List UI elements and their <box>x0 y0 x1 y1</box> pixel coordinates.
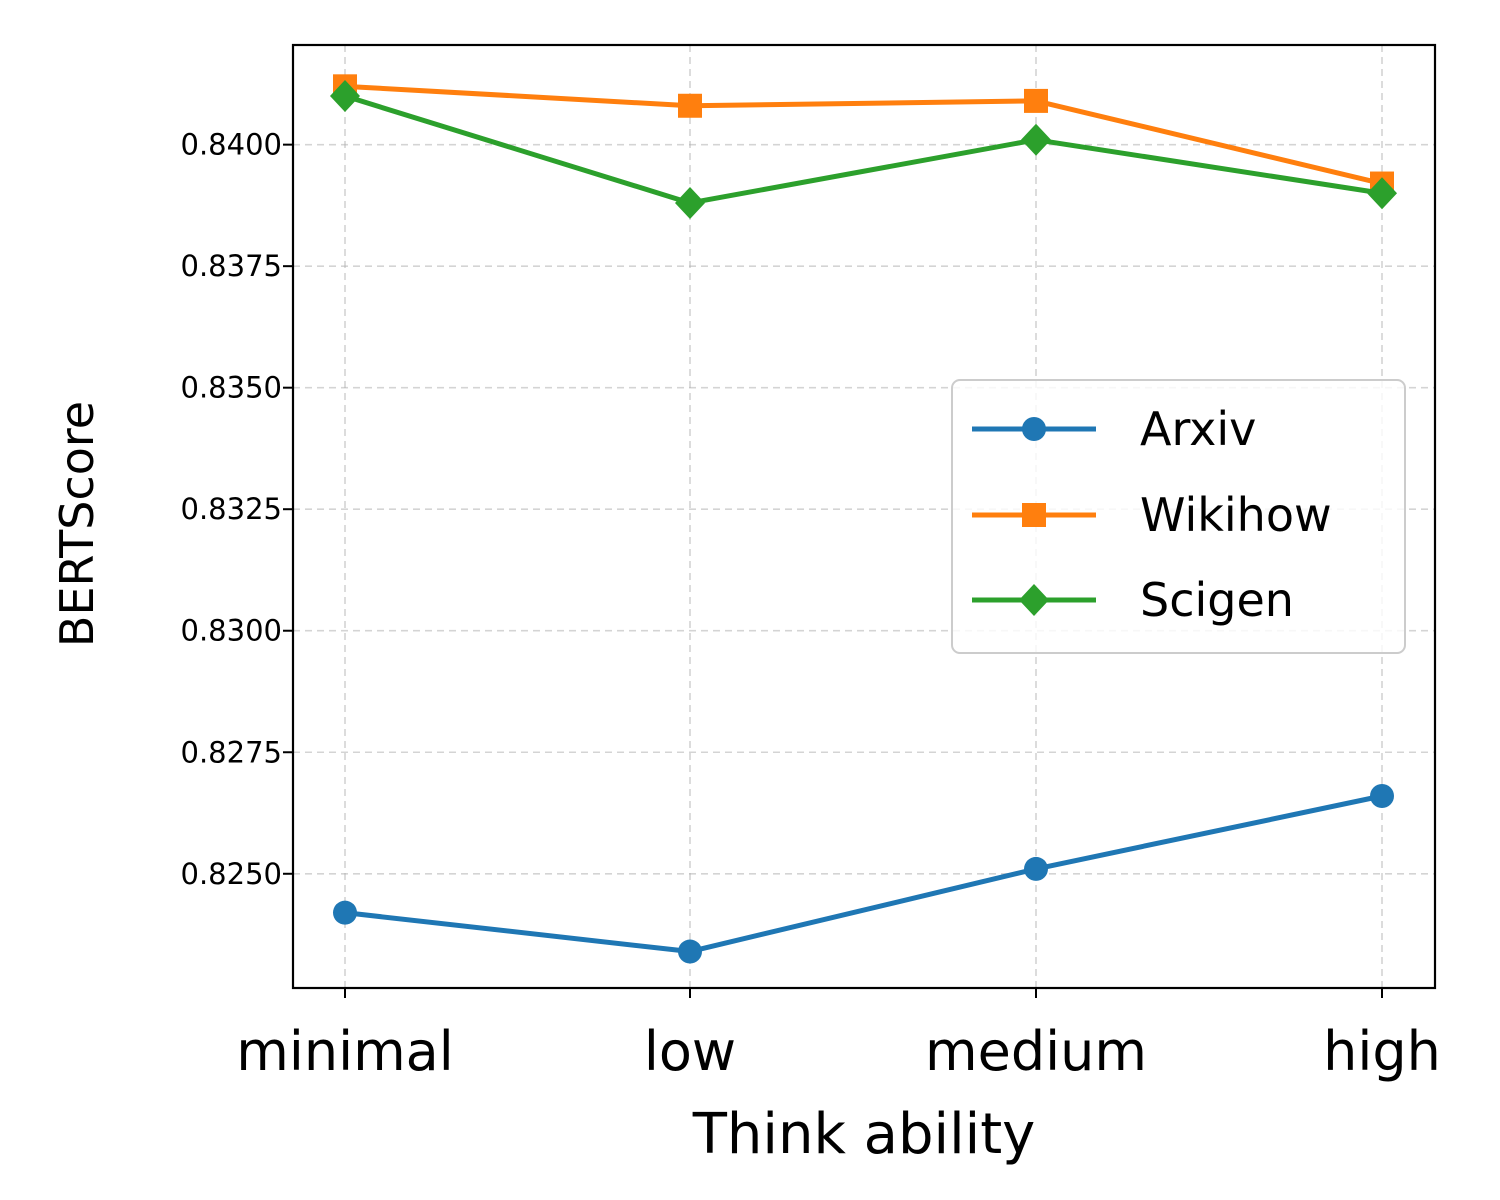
y-tick-label: 0.8300 <box>181 614 282 648</box>
y-tick-label: 0.8325 <box>181 492 282 526</box>
y-tick-label: 0.8250 <box>181 857 282 891</box>
x-tick-label: minimal <box>236 1020 454 1083</box>
legend-label: Arxiv <box>1140 402 1256 456</box>
data-point-arxiv <box>678 939 702 964</box>
legend-marker-wikihow <box>1022 503 1046 527</box>
y-tick-label: 0.8350 <box>181 371 282 405</box>
series-line-arxiv <box>344 793 1383 955</box>
x-tick-label: low <box>644 1020 736 1083</box>
legend-items: Arxiv Wikihow Scigen <box>972 402 1332 627</box>
x-axis-label: Think ability <box>692 1102 1036 1167</box>
series-lines <box>330 74 1397 964</box>
legend: Arxiv Wikihow Scigen <box>951 379 1406 654</box>
series-arxiv <box>333 783 1394 964</box>
series-line-wikihow <box>344 83 1383 186</box>
plot-frame <box>291 43 1437 990</box>
legend-item-arxiv: Arxiv <box>972 402 1256 456</box>
legend-label: Wikihow <box>1140 488 1332 542</box>
legend-item-scigen: Scigen <box>972 573 1294 627</box>
y-tick-label: 0.8400 <box>181 128 282 162</box>
legend-marker-arxiv <box>1022 417 1046 441</box>
data-point-scigen <box>675 186 705 219</box>
data-point-arxiv <box>333 900 357 925</box>
y-tick-label: 0.8375 <box>181 249 282 283</box>
series-wikihow <box>333 74 1394 196</box>
legend-label: Scigen <box>1140 573 1294 627</box>
data-point-arxiv <box>1024 856 1048 881</box>
x-tick-label: high <box>1323 1020 1441 1083</box>
data-point-wikihow <box>678 93 702 118</box>
y-tick-label: 0.8275 <box>181 735 282 769</box>
y-axis-label: BERTScore <box>50 401 104 647</box>
legend-marker-scigen <box>1019 584 1049 616</box>
data-point-scigen <box>1021 123 1051 156</box>
legend-item-wikihow: Wikihow <box>972 488 1332 542</box>
x-tick-label: medium <box>925 1020 1147 1083</box>
series-line-scigen <box>344 93 1383 206</box>
legend-frame <box>951 379 1406 654</box>
axis-ticks: minimal low medium high 0.8250 0.8275 0.8300 0.… <box>181 128 1441 1083</box>
data-point-scigen <box>330 80 360 113</box>
data-point-arxiv <box>1370 783 1394 808</box>
data-point-scigen <box>1367 177 1397 210</box>
series-scigen <box>330 80 1397 219</box>
data-point-wikihow <box>1024 88 1048 113</box>
